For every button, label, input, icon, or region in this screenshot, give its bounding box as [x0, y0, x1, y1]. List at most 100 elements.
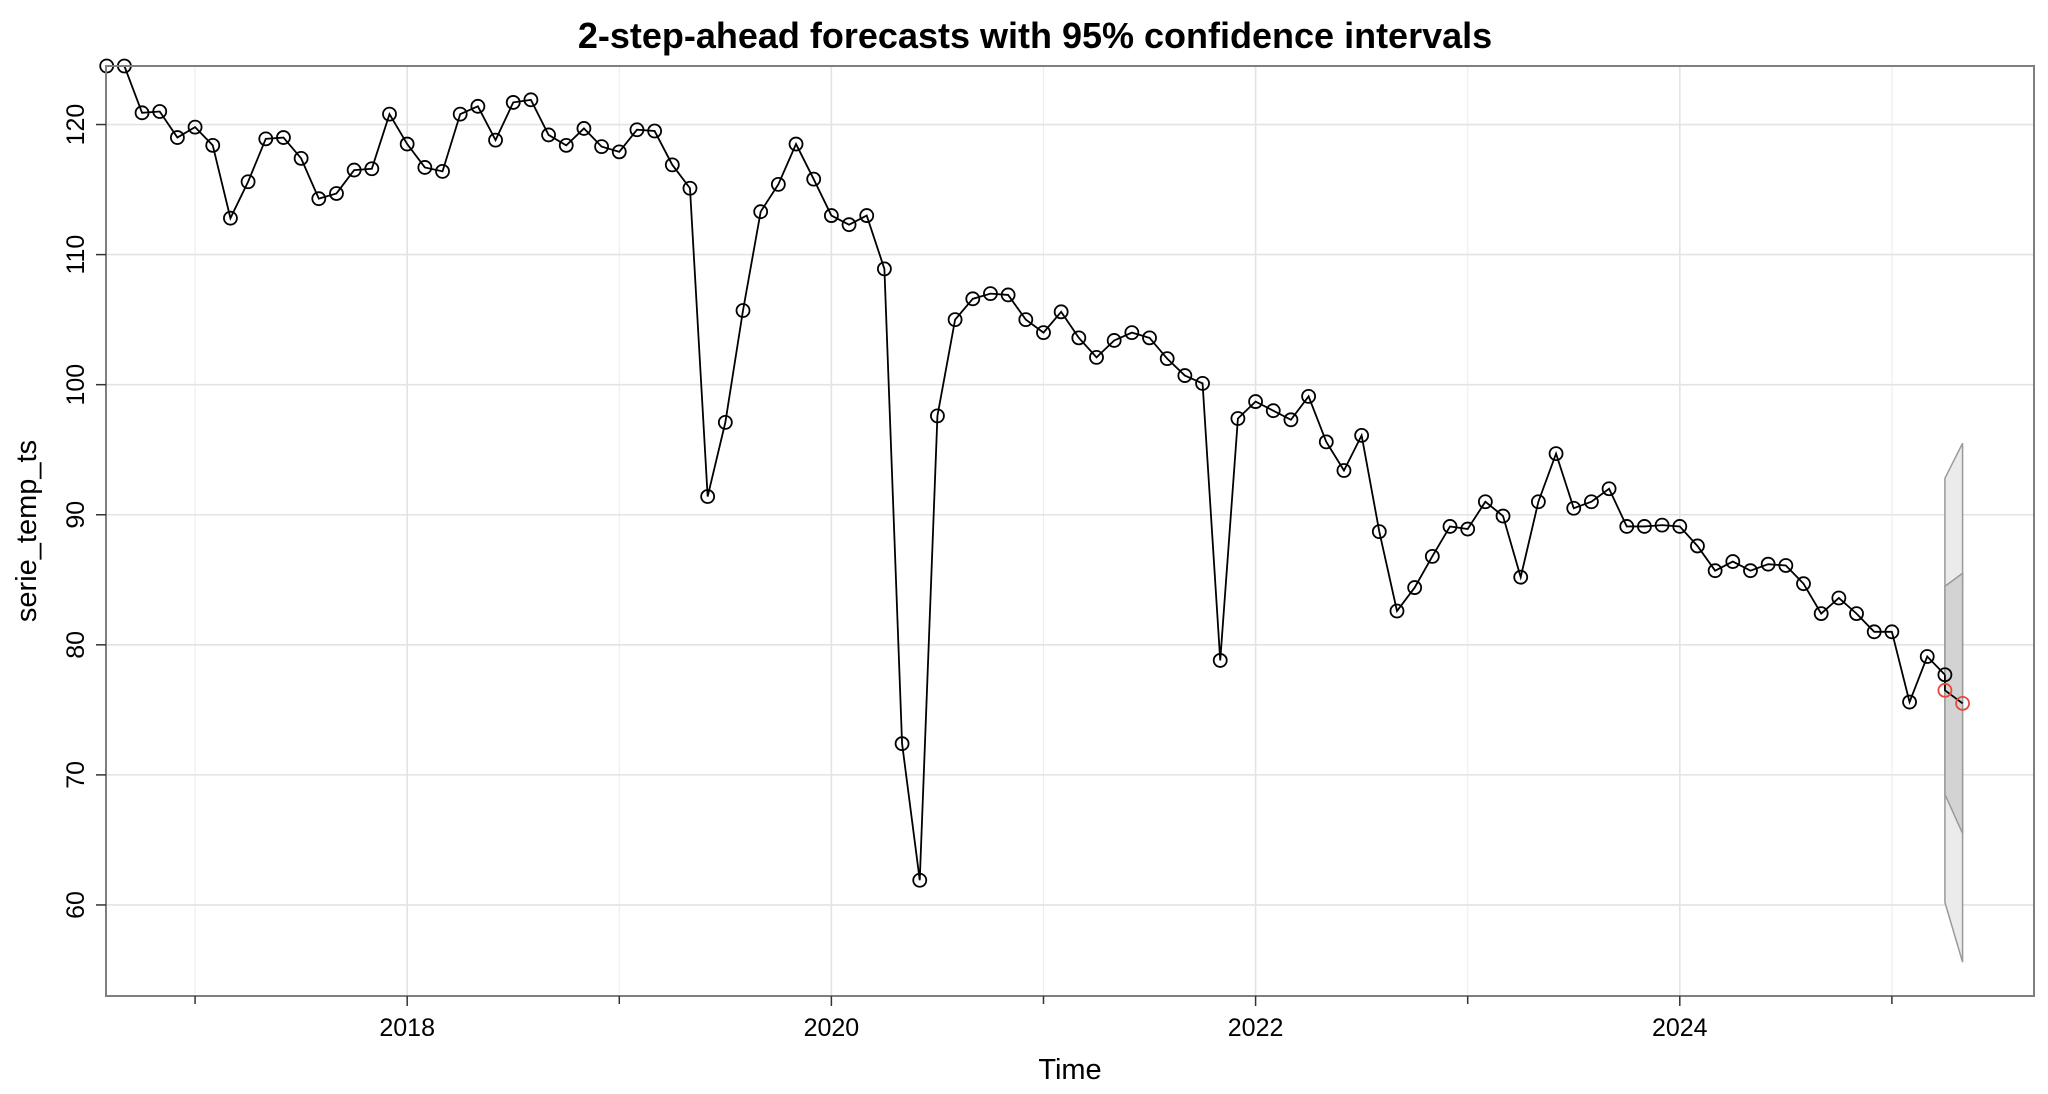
observed-point [1743, 563, 1758, 579]
observed-point [1831, 590, 1847, 606]
observed-point [576, 121, 592, 136]
observed-point [1318, 434, 1334, 450]
observed-point [1195, 375, 1210, 391]
observed-point [452, 106, 468, 122]
x-tick-label: 2020 [804, 1014, 860, 1042]
observed-point [1283, 412, 1299, 428]
observed-point [1760, 556, 1776, 572]
observed-point [399, 136, 415, 152]
plot-frame [105, 65, 2035, 997]
observed-point [1460, 521, 1476, 537]
observed-point [558, 137, 574, 153]
observed-point [841, 217, 857, 233]
y-tick-label: 80 [62, 631, 90, 659]
observed-point [1477, 494, 1493, 510]
observed-point [541, 127, 556, 143]
observed-point [488, 132, 503, 148]
observed-point [417, 160, 433, 175]
observed-point [470, 98, 486, 114]
observed-point [1442, 519, 1458, 534]
x-tick-label: 2018 [379, 1014, 435, 1042]
observed-point [1619, 519, 1635, 534]
observed-point [170, 130, 185, 145]
observed-point [859, 208, 875, 223]
observed-point [629, 122, 645, 138]
observed-point [894, 736, 910, 752]
y-tick-label: 120 [62, 104, 90, 146]
observed-point [223, 210, 238, 226]
observed-point [930, 408, 945, 424]
observed-point [983, 286, 998, 302]
observed-point [1637, 519, 1652, 534]
observed-point [700, 489, 716, 504]
observed-point [1690, 538, 1705, 554]
observed-point [770, 176, 786, 192]
observed-point [753, 204, 769, 220]
observed-point [1495, 508, 1511, 524]
observed-point [1071, 330, 1087, 346]
observed-point [1230, 411, 1246, 426]
observed-point [682, 180, 698, 196]
observed-point [1849, 606, 1864, 621]
observed-line [106, 65, 1946, 881]
observed-point [611, 144, 627, 160]
observed-point [364, 161, 380, 177]
observed-point [1530, 494, 1546, 510]
observed-point [258, 131, 274, 147]
y-tick-label: 100 [62, 364, 90, 406]
chart-title: 2-step-ahead forecasts with 95% confiden… [578, 15, 1492, 56]
observed-point [788, 136, 804, 152]
y-axis-title: serie_temp_ts [11, 440, 43, 622]
observed-point [823, 208, 839, 223]
observed-point [311, 191, 327, 207]
observed-point [647, 123, 663, 139]
forecast-point [1937, 682, 1953, 698]
observed-point [1813, 606, 1829, 621]
observed-point [505, 95, 521, 110]
observed-point [1778, 558, 1794, 573]
forecast-point [1955, 695, 1970, 711]
observed-point [1265, 403, 1281, 419]
observed-point [1371, 524, 1387, 540]
x-axis-title: Time [1038, 1054, 1101, 1086]
observed-point [152, 104, 168, 119]
observed-point [1159, 351, 1175, 367]
observed-point [382, 106, 397, 122]
observed-point [1354, 427, 1370, 443]
observed-point [1053, 304, 1069, 320]
observed-point [1301, 388, 1317, 404]
observed-point [523, 92, 539, 108]
observed-point [1424, 548, 1440, 564]
observed-point [912, 872, 928, 888]
observed-point [1089, 349, 1104, 365]
observed-point [1866, 624, 1882, 640]
observed-point [1654, 517, 1670, 533]
observed-point [1106, 333, 1122, 348]
observed-point [1601, 481, 1617, 497]
observed-point [1036, 325, 1051, 341]
observed-point [1584, 494, 1599, 510]
observed-series [99, 58, 1953, 888]
x-tick-label: 2022 [1228, 1014, 1284, 1042]
observed-point [735, 303, 751, 318]
observed-point [664, 157, 680, 173]
observed-point [435, 163, 450, 179]
observed-point [965, 291, 981, 307]
observed-point [1142, 330, 1157, 346]
observed-point [1513, 569, 1529, 585]
y-tick-label: 110 [62, 235, 90, 275]
observed-point [1212, 653, 1228, 668]
observed-point [1336, 463, 1352, 478]
observed-point [134, 105, 150, 121]
observed-point [717, 414, 733, 430]
axis-ticks: 2018 2020 2022 2024 60 70 80 90 100 110 120 [62, 104, 1893, 1042]
confidence-bands [1944, 442, 1964, 963]
observed-point [1018, 312, 1034, 328]
observed-point [1796, 576, 1811, 592]
observed-point [1884, 624, 1900, 640]
observed-point [1902, 694, 1917, 710]
observed-point [187, 119, 203, 135]
observed-point [276, 130, 291, 145]
observed-point [1248, 394, 1263, 409]
